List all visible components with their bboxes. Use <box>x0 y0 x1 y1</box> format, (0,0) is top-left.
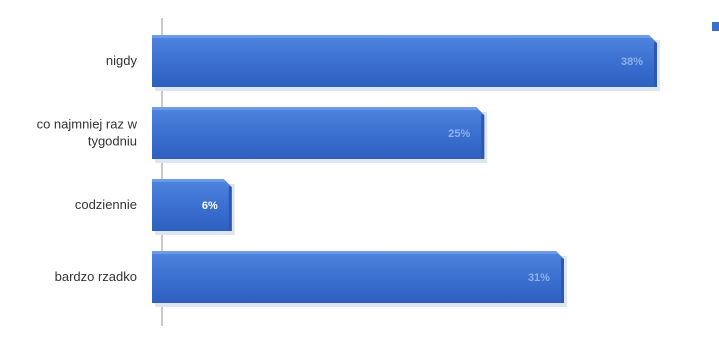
category-label-line: nigdy <box>106 53 138 68</box>
bar-highlight <box>152 179 226 182</box>
bar <box>152 107 485 159</box>
bar-edge <box>560 258 564 303</box>
bar-edge <box>228 186 232 231</box>
bar-highlight <box>152 107 479 110</box>
bar-group-2: 6% codziennie <box>75 179 235 235</box>
bars-layer: 38% nigdy 25% co najmniej raz w tygodniu 6% co… <box>37 35 660 307</box>
bar-value-label: 31% <box>528 272 550 284</box>
category-label: co najmniej raz w tygodniu <box>37 117 138 149</box>
category-label-line: codziennie <box>75 197 137 212</box>
bar <box>152 179 232 231</box>
category-label-line: tygodniu <box>88 134 137 149</box>
bar-highlight <box>152 35 651 38</box>
category-label: nigdy <box>106 53 138 68</box>
bar-edge <box>481 114 485 159</box>
bar-value-label: 25% <box>448 128 470 140</box>
bar-group-3: 31% bardzo rzadko <box>55 251 567 307</box>
bar-highlight <box>152 251 558 254</box>
category-label-line: co najmniej raz w <box>37 117 138 132</box>
bar-value-label: 38% <box>621 56 643 68</box>
bar <box>152 35 657 87</box>
bar-value-label: 6% <box>202 200 218 212</box>
bar-group-1: 25% co najmniej raz w tygodniu <box>37 107 488 163</box>
bar <box>152 251 564 303</box>
bar-edge <box>654 42 657 87</box>
bar-group-0: 38% nigdy <box>106 35 660 91</box>
category-label: codziennie <box>75 197 137 212</box>
legend-swatch <box>712 22 719 31</box>
category-label: bardzo rzadko <box>55 269 137 284</box>
category-label-line: bardzo rzadko <box>55 269 137 284</box>
